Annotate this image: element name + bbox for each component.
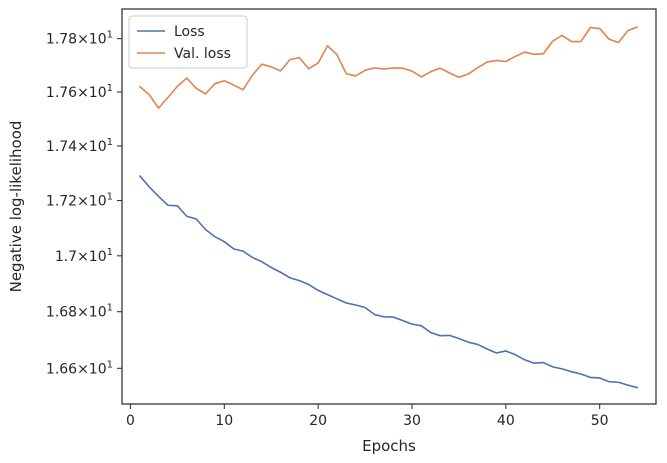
legend-label-val-loss: Val. loss xyxy=(174,46,231,62)
x-tick-label: 0 xyxy=(126,413,135,429)
legend-box xyxy=(128,15,248,69)
series-lines xyxy=(139,26,639,389)
x-axis: 0 10 20 30 40 50 xyxy=(126,404,609,429)
x-tick-label: 10 xyxy=(215,413,233,429)
series-line-loss xyxy=(139,175,639,389)
x-tick-label: 50 xyxy=(591,413,609,429)
y-tick-label: 1.68×101 xyxy=(46,303,113,321)
x-tick-label: 20 xyxy=(309,413,327,429)
y-tick-label: 1.72×101 xyxy=(46,192,113,210)
y-tick-label: 1.76×101 xyxy=(46,83,113,101)
y-tick-label: 1.78×101 xyxy=(46,30,113,48)
legend-label-loss: Loss xyxy=(174,24,205,40)
x-tick-label: 30 xyxy=(403,413,421,429)
y-axis-label: Negative log-likelihood xyxy=(7,121,25,293)
y-tick-label: 1.66×101 xyxy=(46,359,113,377)
x-axis-label: Epochs xyxy=(362,437,416,455)
plot-frame xyxy=(121,8,657,405)
legend: Loss Val. loss xyxy=(128,15,248,69)
x-tick-label: 40 xyxy=(497,413,515,429)
y-tick-label: 1.7×101 xyxy=(55,247,113,265)
y-tick-label: 1.74×101 xyxy=(46,137,113,155)
series-line-val-loss xyxy=(139,26,639,109)
y-axis: 1.66×101 1.68×101 1.7×101 1.72×101 1.74×101 1… xyxy=(46,30,122,377)
